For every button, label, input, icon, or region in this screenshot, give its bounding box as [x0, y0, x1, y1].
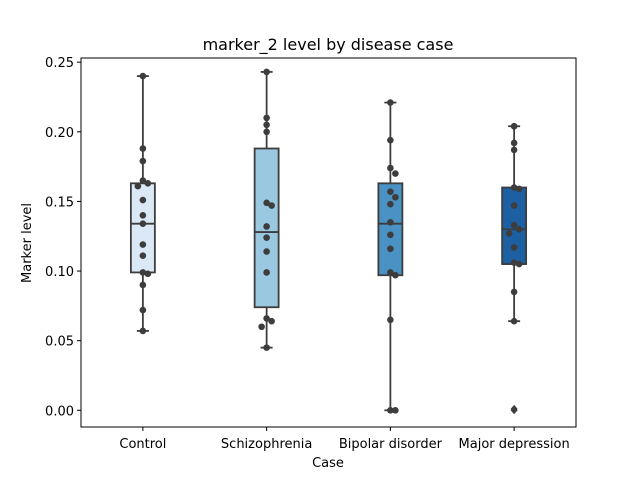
data-point [392, 406, 399, 414]
data-point [387, 164, 394, 172]
data-point [139, 177, 147, 184]
data-point [510, 146, 518, 154]
data-point [510, 244, 518, 251]
data-point [139, 212, 147, 219]
x-axis: Control Schizophrenia Bipolar disorder Majo… [119, 427, 570, 452]
data-point [263, 315, 270, 322]
y-tick-label: 0.05 [45, 335, 74, 350]
chart-title: marker_2 level by disease case [203, 35, 454, 55]
data-point [387, 219, 394, 226]
data-point [505, 230, 513, 237]
data-point [268, 317, 275, 325]
y-tick-label: 0.10 [45, 265, 74, 280]
box-group-2 [377, 101, 404, 412]
data-point [139, 281, 147, 289]
data-point [263, 344, 270, 351]
x-tick-label: Bipolar disorder [339, 437, 443, 452]
data-point [510, 139, 518, 147]
data-point [144, 270, 152, 278]
outlier-marker [510, 404, 518, 413]
data-point [268, 202, 275, 209]
y-axis: 0.00 0.05 0.10 0.15 0.20 0.25 [45, 56, 81, 419]
data-point [387, 231, 394, 239]
x-axis-label: Case [312, 456, 344, 471]
data-point [263, 223, 270, 230]
data-point [387, 136, 394, 144]
data-point [387, 316, 394, 324]
data-point [515, 225, 523, 233]
data-point [263, 121, 270, 129]
y-tick-label: 0.00 [45, 404, 74, 419]
data-point [510, 259, 518, 266]
data-point [139, 196, 147, 204]
y-tick-label: 0.20 [45, 126, 74, 141]
data-point [392, 193, 399, 201]
data-point [139, 306, 147, 314]
data-point [510, 221, 518, 229]
data-point [144, 180, 152, 187]
y-axis-label: Marker level [20, 203, 35, 283]
y-tick-label: 0.15 [45, 195, 74, 210]
data-point [263, 68, 270, 76]
data-point [515, 260, 523, 268]
data-point [392, 271, 399, 279]
box [129, 182, 156, 274]
data-point [258, 323, 265, 331]
data-point [515, 185, 523, 193]
data-point [263, 269, 270, 276]
data-point [139, 252, 147, 260]
data-point [510, 317, 518, 325]
data-point [387, 200, 394, 208]
x-tick-label: Control [119, 437, 166, 452]
data-point [263, 199, 270, 207]
data-point [139, 269, 147, 276]
data-point [510, 184, 518, 191]
data-point [263, 248, 270, 255]
y-tick-label: 0.25 [45, 56, 74, 71]
data-point [510, 122, 518, 130]
data-point [387, 188, 394, 195]
data-point [134, 182, 142, 190]
plot-area [129, 68, 528, 415]
data-point [387, 406, 394, 414]
data-point [139, 157, 147, 165]
box [377, 182, 404, 277]
data-point [392, 170, 399, 177]
data-point [387, 269, 394, 276]
data-point [139, 145, 147, 152]
data-point [510, 202, 518, 209]
data-point [263, 128, 270, 136]
plot-frame [80, 57, 577, 428]
data-point [139, 327, 147, 335]
data-point [263, 234, 270, 241]
x-tick-label: Schizophrenia [221, 437, 312, 452]
data-point [510, 288, 518, 296]
data-point [139, 220, 147, 228]
data-point [139, 241, 147, 248]
data-point [387, 245, 394, 253]
data-point [263, 114, 270, 122]
data-point [387, 99, 394, 106]
data-point [139, 72, 147, 80]
x-tick-label: Major depression [459, 437, 570, 452]
